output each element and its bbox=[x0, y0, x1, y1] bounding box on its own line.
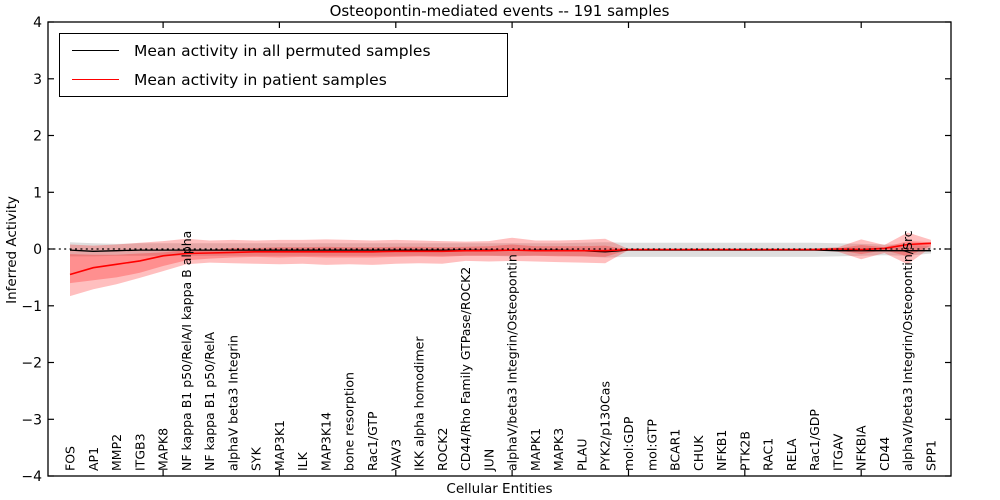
entity-label: ROCK2 bbox=[435, 428, 450, 471]
y-tick-label: 3 bbox=[33, 72, 42, 88]
entity-label: NFKBIA bbox=[854, 425, 869, 471]
entity-label: AP1 bbox=[86, 447, 101, 471]
entity-label: PYK2/p130Cas bbox=[598, 381, 613, 471]
entity-label: MAPK3 bbox=[551, 428, 566, 471]
legend-label-permuted: Mean activity in all permuted samples bbox=[134, 41, 431, 60]
plot-border bbox=[47, 21, 952, 477]
legend-label-patient: Mean activity in patient samples bbox=[134, 70, 387, 89]
entity-label: MAPK8 bbox=[156, 428, 171, 471]
chart-title: Osteopontin-mediated events -- 191 sampl… bbox=[329, 2, 670, 20]
entity-label: IKK alpha homodimer bbox=[412, 336, 427, 471]
entity-label: PLAU bbox=[574, 439, 589, 472]
entity-label: mol:GTP bbox=[644, 419, 659, 471]
entity-label: NF kappa B1 p50/RelA/I kappa B alpha bbox=[179, 231, 194, 471]
entity-label: Rac1/GTP bbox=[365, 411, 380, 471]
entity-label: CHUK bbox=[691, 435, 706, 471]
entity-label: CD44 bbox=[877, 437, 892, 471]
entity-label: ILK bbox=[295, 451, 310, 471]
y-tick-label: 4 bbox=[33, 15, 42, 31]
entity-label: VAV3 bbox=[388, 439, 403, 471]
entity-label: JUN bbox=[481, 449, 496, 472]
entity-label: alphaV beta3 Integrin bbox=[225, 335, 240, 471]
entity-label: mol:GDP bbox=[621, 416, 636, 471]
entity-label: NFKB1 bbox=[714, 430, 729, 471]
entity-label: SYK bbox=[249, 446, 264, 471]
entity-label: BCAR1 bbox=[668, 429, 683, 471]
patient-line-swatch bbox=[72, 79, 119, 80]
patient-mean-line bbox=[69, 242, 932, 276]
entity-label: bone resorption bbox=[342, 372, 357, 471]
legend-item-patient: Mean activity in patient samples bbox=[72, 69, 507, 91]
patient-band-outer bbox=[70, 232, 931, 297]
x-axis-label: Cellular Entities bbox=[446, 481, 553, 497]
y-tick-label: 1 bbox=[33, 185, 42, 201]
entity-label: MMP2 bbox=[109, 434, 124, 471]
entity-label: Rac1/GDP bbox=[807, 409, 822, 471]
entity-label: MAP3K14 bbox=[319, 412, 334, 471]
y-tick-label: 0 bbox=[33, 242, 42, 258]
entity-label: alphaV/beta3 Integrin/Osteopontin/Src bbox=[900, 230, 915, 471]
entity-label: PTK2B bbox=[737, 431, 752, 471]
y-tick-label: −1 bbox=[21, 299, 42, 315]
entity-label: CD44/Rho Family GTPase/ROCK2 bbox=[458, 267, 473, 471]
entity-label: RAC1 bbox=[761, 438, 776, 471]
entity-label: RELA bbox=[784, 438, 799, 471]
legend-item-permuted: Mean activity in all permuted samples bbox=[72, 40, 507, 62]
y-tick-label: 2 bbox=[33, 129, 42, 145]
permuted-line-swatch bbox=[72, 50, 119, 51]
entity-label: NF kappa B1 p50/RelA bbox=[202, 331, 217, 471]
entity-label: MAP3K1 bbox=[272, 420, 287, 471]
entity-label: MAPK1 bbox=[528, 428, 543, 471]
entity-label: FOS bbox=[63, 446, 78, 471]
y-tick-label: −2 bbox=[21, 356, 42, 372]
entity-label: SPP1 bbox=[924, 440, 939, 471]
legend: Mean activity in all permuted samples Me… bbox=[59, 33, 508, 97]
entity-label: alphaV/beta3 Integrin/Osteopontin bbox=[505, 254, 520, 471]
entity-label: ITGAV bbox=[830, 433, 845, 471]
entity-label: ITGB3 bbox=[132, 433, 147, 471]
y-tick-label: −4 bbox=[21, 469, 42, 485]
y-tick-label: −3 bbox=[21, 412, 42, 428]
